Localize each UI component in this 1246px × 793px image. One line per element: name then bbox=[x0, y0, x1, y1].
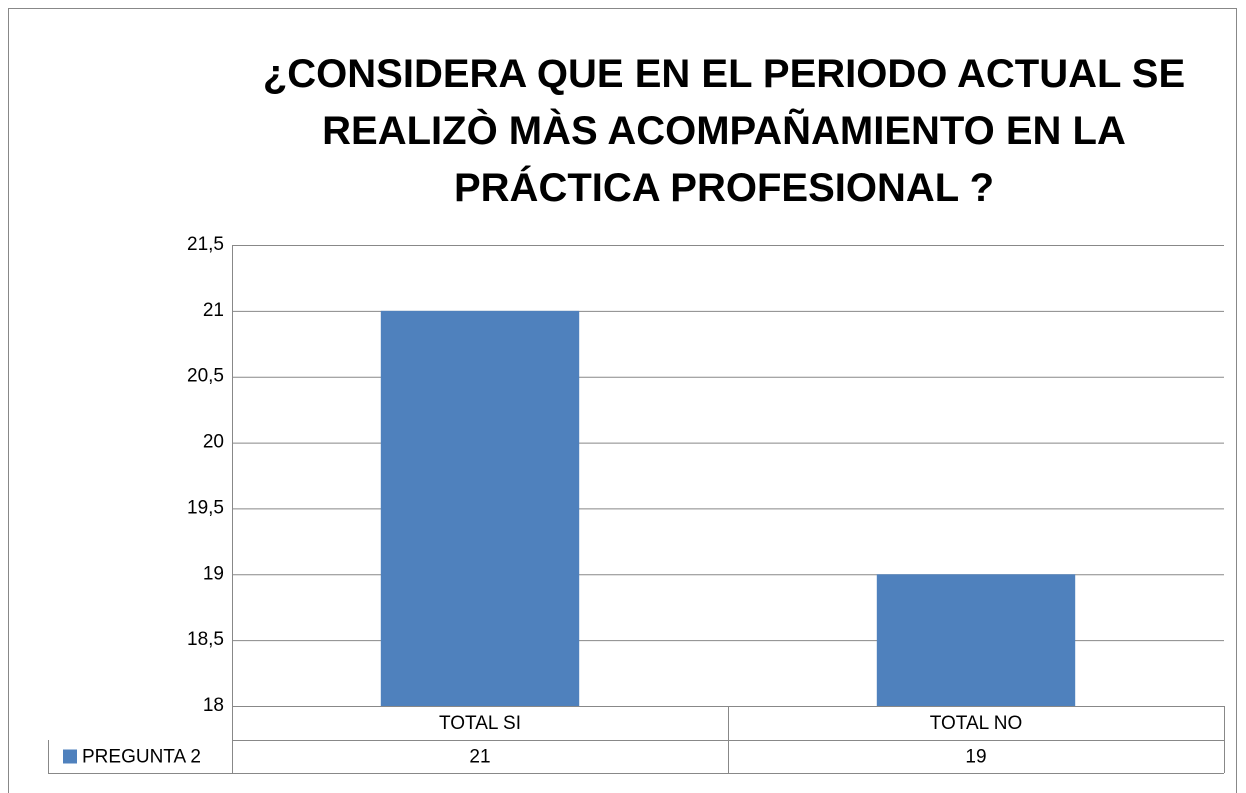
x-tick-label: TOTAL SI bbox=[439, 713, 521, 734]
y-tick-label: 18,5 bbox=[187, 629, 224, 650]
y-tick-label: 19 bbox=[203, 563, 224, 584]
y-tick-label: 20 bbox=[203, 432, 224, 453]
legend-label: PREGUNTA 2 bbox=[82, 747, 201, 768]
bar bbox=[380, 310, 580, 706]
y-tick-label: 19,5 bbox=[187, 497, 224, 518]
y-tick-label: 21 bbox=[203, 300, 224, 321]
y-tick-label: 21,5 bbox=[187, 234, 224, 255]
bar bbox=[876, 574, 1076, 706]
y-tick-label: 20,5 bbox=[187, 366, 224, 387]
chart-title: ¿CONSIDERA QUE EN EL PERIODO ACTUAL SE R… bbox=[262, 52, 1186, 210]
data-table-value: 21 bbox=[469, 747, 490, 768]
data-table-value: 19 bbox=[965, 747, 986, 768]
y-tick-label: 18 bbox=[203, 695, 224, 716]
chart-border bbox=[8, 8, 1237, 793]
x-tick-label: TOTAL NO bbox=[930, 713, 1023, 734]
legend-swatch bbox=[63, 749, 77, 764]
